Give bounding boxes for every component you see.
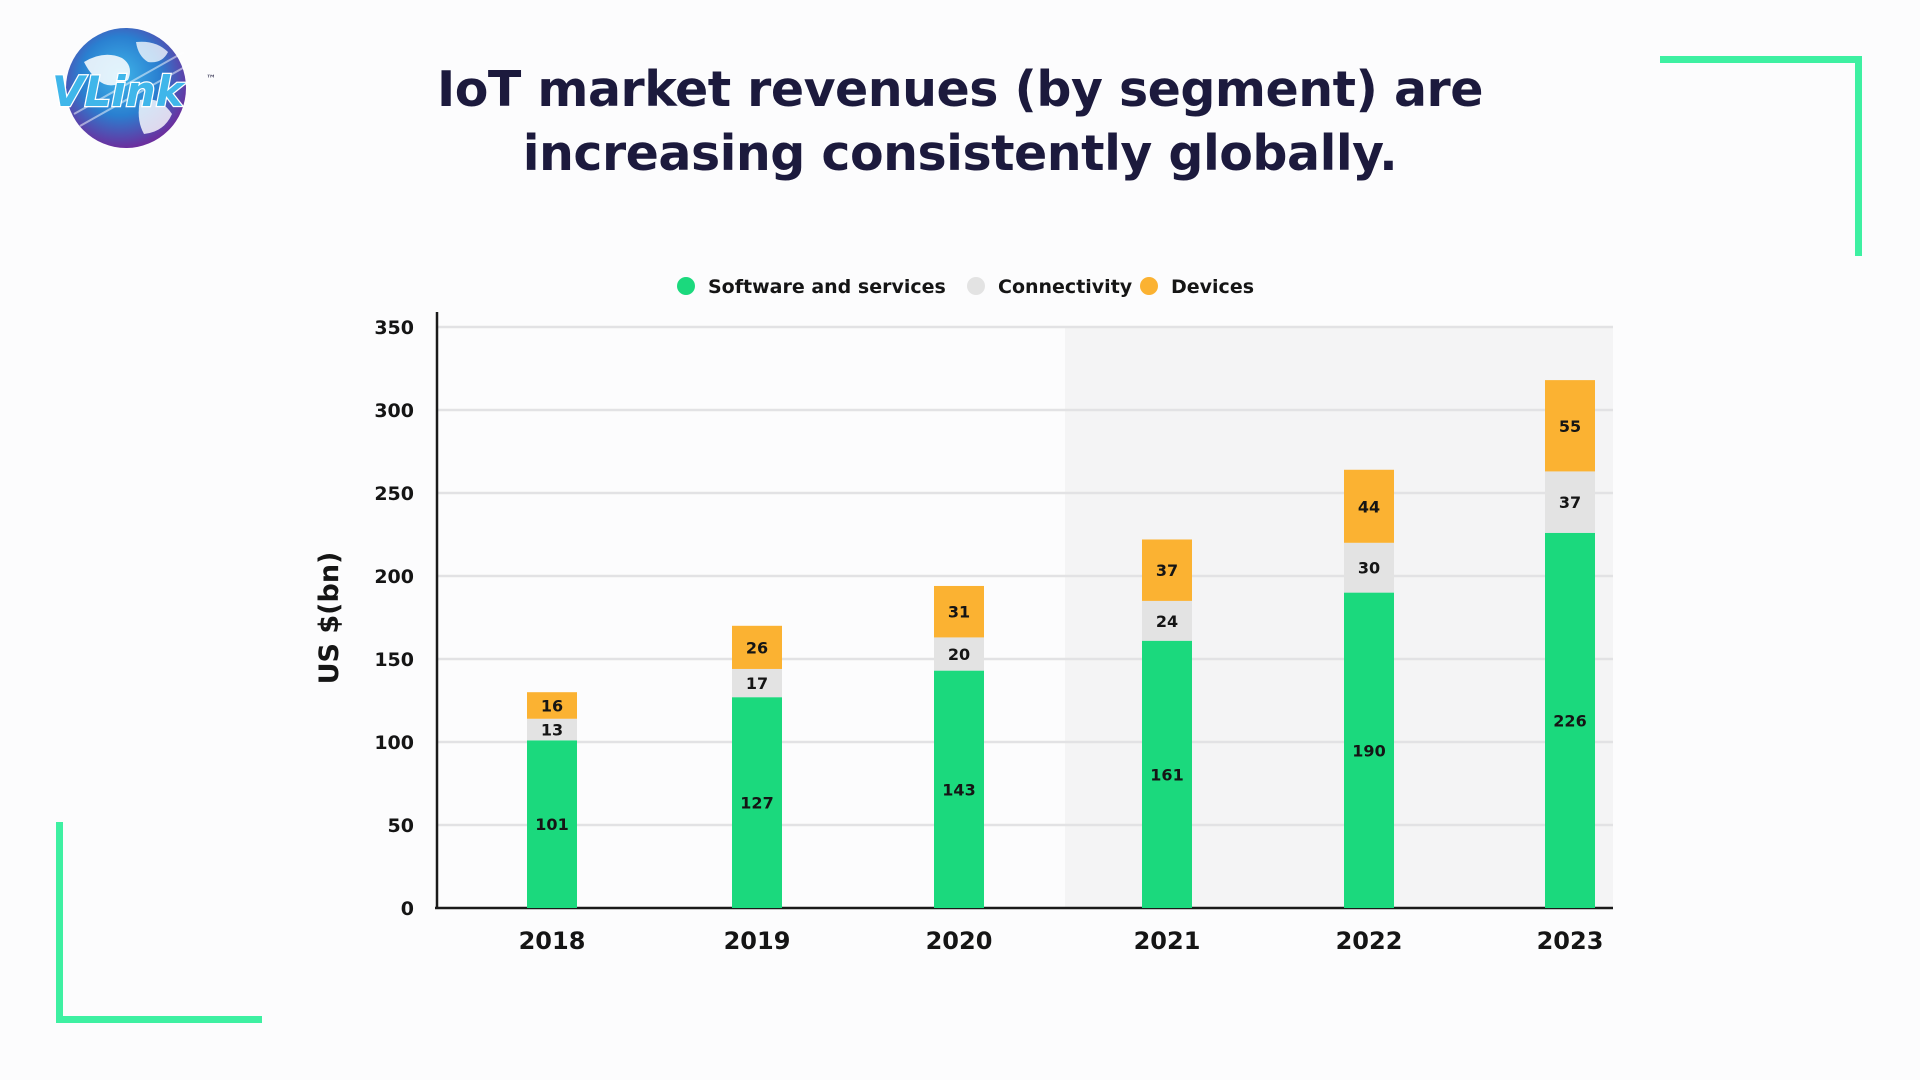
y-tick-label: 250 [374,483,414,505]
bar-segment-connectivity-2021 [1142,600,1192,641]
legend-label: Devices [1171,276,1254,298]
data-label: 55 [1559,417,1581,436]
data-label: 13 [541,721,563,740]
legend-marker-icon [677,277,695,295]
title-line-1: IoT market revenues (by segment) are [437,61,1483,118]
bar-segment-software-and-services-2019 [732,697,782,908]
legend-label: Connectivity [998,276,1133,298]
data-label: 143 [942,780,975,799]
data-label: 127 [740,794,773,813]
x-tick-label: 2019 [724,927,791,955]
bar-segment-connectivity-2023 [1545,471,1595,533]
bar-segment-devices-2020 [934,585,984,638]
bar-segment-devices-2019 [732,625,782,669]
bar-segment-connectivity-2018 [527,718,577,741]
bar-segment-software-and-services-2021 [1142,640,1192,908]
bar-segment-software-and-services-2022 [1344,592,1394,908]
x-tick-label: 2021 [1134,927,1201,955]
data-label: 17 [746,674,768,693]
x-tick-label: 2020 [926,927,993,955]
data-label: 16 [541,696,563,715]
data-label: 20 [948,645,970,664]
y-tick-label: 0 [401,898,414,920]
data-label: 30 [1358,559,1380,578]
corner-accent-bottom-left [56,822,262,1023]
x-tick-label: 2018 [519,927,586,955]
y-tick-label: 100 [374,732,414,754]
corner-accent-top-right [1660,56,1862,256]
bar-segment-devices-2021 [1142,539,1192,601]
data-label: 24 [1156,612,1178,631]
page-title: IoT market revenues (by segment) are inc… [360,58,1560,186]
legend-label: Software and services [708,276,946,298]
bar-segment-devices-2018 [527,692,577,719]
y-tick-label: 150 [374,649,414,671]
bar-segment-devices-2023 [1545,380,1595,472]
y-tick-label: 50 [388,815,414,837]
data-label: 26 [746,638,768,657]
data-label: 44 [1358,497,1380,516]
title-line-2: increasing consistently globally. [522,125,1398,182]
data-label: 226 [1553,711,1586,730]
bar-segment-devices-2022 [1344,469,1394,543]
vlink-logo: VLink ™ [44,22,224,152]
x-tick-label: 2022 [1336,927,1403,955]
bar-segment-connectivity-2022 [1344,542,1394,593]
bar-segment-software-and-services-2020 [934,670,984,908]
legend-marker-icon [967,277,985,295]
data-label: 37 [1156,561,1178,580]
svg-text:™: ™ [206,74,216,85]
data-label: 101 [535,815,568,834]
y-tick-label: 350 [374,317,414,339]
data-label: 37 [1559,493,1581,512]
y-axis-label: US $(bn) [314,552,345,685]
data-label: 190 [1352,741,1385,760]
bar-segment-connectivity-2020 [934,637,984,671]
data-label: 161 [1150,765,1183,784]
bar-segment-software-and-services-2023 [1545,532,1595,908]
y-tick-label: 200 [374,566,414,588]
svg-text:VLink: VLink [52,67,187,116]
data-label: 31 [948,603,970,622]
legend-marker-icon [1140,277,1158,295]
bar-segment-connectivity-2019 [732,668,782,698]
bar-segment-software-and-services-2018 [527,740,577,908]
y-tick-label: 300 [374,400,414,422]
x-tick-label: 2023 [1537,927,1604,955]
